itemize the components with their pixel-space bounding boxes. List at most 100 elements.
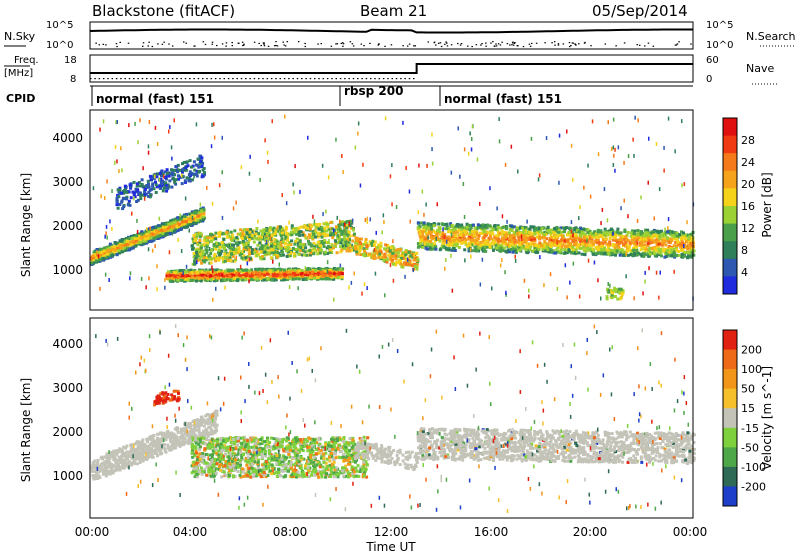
power-cell	[217, 248, 221, 252]
power-cell	[288, 251, 292, 255]
power-cell	[111, 247, 115, 251]
power-cell	[559, 226, 563, 230]
nave-point	[400, 78, 402, 80]
nave-point	[589, 63, 592, 65]
power-cell	[670, 234, 674, 238]
power-cell	[194, 236, 198, 240]
power-cell	[470, 223, 473, 227]
power-cell	[515, 247, 518, 251]
power-cell	[404, 258, 408, 262]
power-cell	[317, 227, 321, 231]
power-cell	[164, 181, 168, 185]
power-cell	[242, 270, 245, 274]
power-cell	[340, 238, 344, 242]
power-cell	[176, 170, 180, 174]
power-cell	[272, 253, 276, 257]
power-cell	[184, 277, 188, 281]
power-cell	[545, 237, 549, 241]
nave-point	[219, 78, 221, 80]
power-cell	[589, 247, 593, 251]
power-cell	[507, 240, 511, 244]
power-cell	[281, 272, 285, 276]
power-cell	[200, 270, 204, 274]
power-cell	[395, 260, 399, 264]
power-cell	[211, 277, 215, 281]
power-cell	[215, 273, 219, 277]
power-cell	[415, 251, 419, 255]
power-cell	[177, 271, 181, 275]
noise-search-point	[282, 41, 285, 43]
power-cell	[202, 211, 206, 215]
power-cell	[90, 261, 94, 265]
power-cell	[118, 188, 122, 192]
power-cell	[659, 229, 663, 233]
power-cell	[245, 231, 249, 235]
power-cell	[560, 230, 564, 234]
nave-point	[331, 78, 333, 80]
power-cell	[143, 187, 147, 191]
power-cell	[332, 277, 335, 281]
power-cell	[305, 253, 309, 257]
power-cell	[188, 159, 192, 163]
noise-search-point	[413, 45, 415, 47]
power-cell	[198, 219, 202, 223]
power-cell	[178, 168, 182, 172]
power-cell	[644, 234, 648, 238]
power-cell	[193, 260, 197, 264]
power-cell	[95, 256, 99, 260]
power-cell	[90, 257, 93, 261]
nave-point	[197, 78, 200, 80]
power-cell	[121, 247, 125, 251]
power-cell	[147, 194, 150, 198]
power-cell	[178, 175, 182, 179]
power-cell	[503, 235, 507, 239]
power-cell	[215, 257, 218, 261]
power-cell	[657, 253, 661, 256]
power-cell	[149, 193, 153, 197]
power-cell	[156, 227, 160, 231]
power-cell	[460, 241, 464, 245]
power-cell	[550, 238, 554, 242]
power-cell	[579, 226, 582, 230]
power-cell	[113, 245, 116, 249]
power-cell	[146, 236, 150, 240]
nave-point	[408, 78, 411, 80]
power-cell	[271, 277, 274, 281]
power-cell	[296, 244, 300, 248]
power-cell	[96, 250, 100, 254]
nave-point	[512, 63, 514, 65]
power-cell	[584, 227, 588, 231]
power-cell	[344, 240, 348, 244]
power-cell	[329, 274, 333, 277]
noise-search-point	[584, 41, 586, 44]
power-cell	[462, 227, 465, 231]
power-cell	[308, 253, 312, 257]
power-cell	[555, 248, 559, 252]
power-cell	[434, 245, 438, 249]
power-cell	[660, 241, 664, 245]
nave-point	[391, 78, 393, 80]
power-cell	[480, 231, 484, 235]
power-cell	[221, 257, 225, 261]
power-cell	[496, 228, 500, 232]
nave-point	[585, 63, 587, 65]
power-cell	[620, 240, 624, 244]
power-cell	[348, 219, 352, 223]
power-cell	[226, 243, 229, 247]
power-cell	[438, 233, 442, 237]
power-cell	[127, 199, 131, 203]
power-cell	[348, 244, 352, 248]
power-cell	[235, 236, 239, 240]
nave-point	[184, 78, 187, 80]
power-cell	[416, 221, 420, 225]
power-cell	[646, 234, 650, 238]
power-cell	[673, 231, 677, 235]
power-cell	[274, 230, 278, 234]
power-cell	[666, 252, 670, 256]
power-cell	[137, 181, 141, 184]
nave-point	[520, 63, 523, 65]
power-cell	[682, 251, 686, 255]
power-cell	[173, 220, 177, 224]
nave-point	[102, 78, 105, 80]
power-cell	[200, 165, 204, 168]
